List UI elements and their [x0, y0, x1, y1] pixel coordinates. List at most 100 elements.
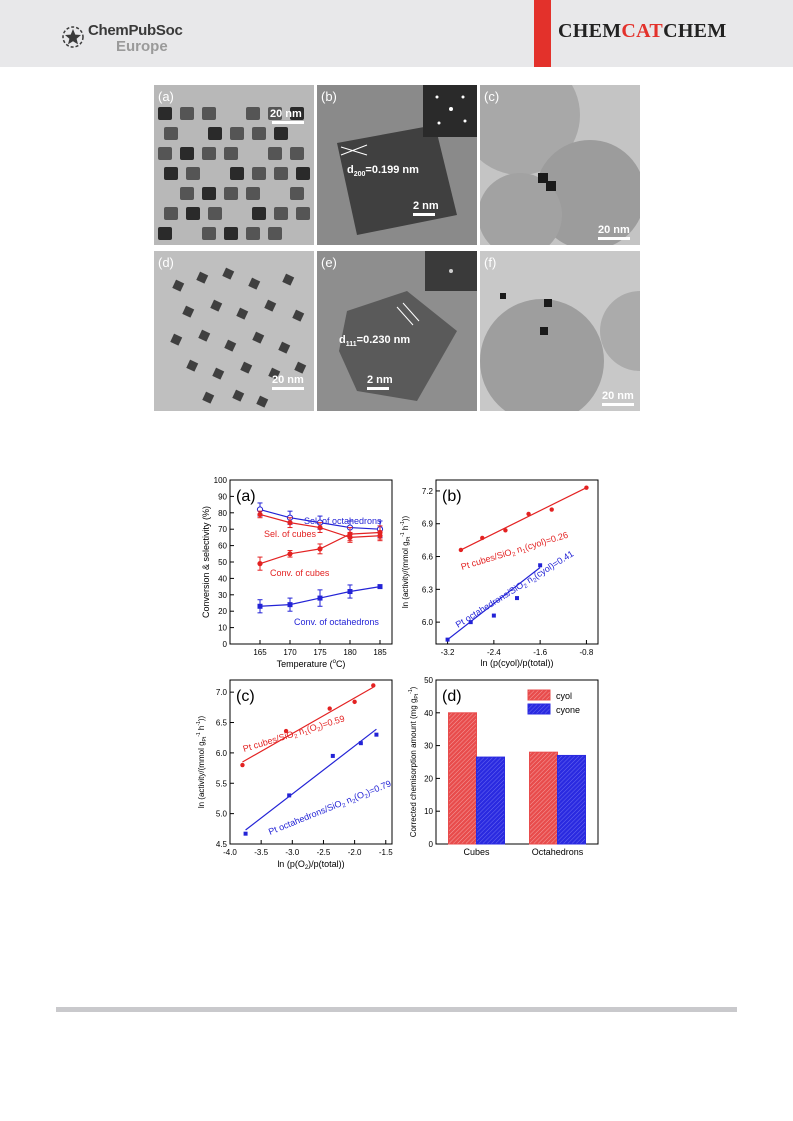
page-header: ChemPubSoc Europe CHEMCATCHEM [0, 0, 793, 67]
plot-frame [435, 479, 599, 645]
y-tick-label: 6.0 [216, 749, 228, 758]
y-tick-label: 20 [218, 607, 227, 616]
nano-octahedron [202, 391, 215, 404]
tem-figure: (a) 20 nm (b) d200=0.199 nm 2 nm ( [154, 85, 640, 411]
nanocube [164, 167, 178, 180]
nanocube [246, 107, 260, 120]
nanocube [164, 127, 178, 140]
data-point [371, 683, 376, 688]
panel-label: (b) [321, 89, 337, 104]
plot-frame [229, 679, 393, 845]
y-tick-label: 6.0 [422, 618, 434, 627]
fit-label: Pt octahedrons/SiO2 n2(O2)=0.79 [267, 778, 393, 838]
nano-octahedron [252, 331, 265, 344]
nanocube [274, 127, 288, 140]
y-tick-label: 50 [424, 676, 433, 685]
nanocube [290, 147, 304, 160]
plot-frame [435, 679, 599, 845]
x-axis-label: ln (p(O2)/p(total)) [277, 859, 344, 871]
nanocube [290, 187, 304, 200]
nano-octahedron [236, 307, 249, 320]
data-point [458, 547, 464, 553]
nanocube [208, 127, 222, 140]
scale-label: 2 nm [413, 200, 439, 212]
data-point [287, 793, 292, 798]
nanocube [202, 147, 216, 160]
data-point [445, 637, 450, 642]
tem-panel-e: (e) d111=0.230 nm 2 nm [317, 251, 477, 411]
data-point [480, 535, 485, 541]
data-point [287, 602, 293, 608]
legend-label: cyone [556, 705, 580, 715]
y-tick-label: 100 [214, 476, 228, 485]
scale-bar [602, 403, 634, 406]
nanocube [224, 187, 238, 200]
data-point [257, 603, 263, 609]
y-tick-label: 6.9 [422, 520, 434, 529]
nano-octahedron [212, 367, 225, 380]
nanocube [224, 227, 238, 240]
y-tick-label: 40 [424, 709, 433, 718]
panel-label: (c) [484, 89, 499, 104]
nanocube [296, 167, 310, 180]
chart-panel-c: (c) 4.5 5.0 5.5 6.0 6.5 7.0 -4.0 -3.5 -3.0 -2.5 -2… [196, 679, 393, 871]
legend-swatch-cyone [527, 703, 551, 715]
nanocube [208, 207, 222, 220]
y-tick-label: 60 [218, 542, 227, 551]
data-point [538, 563, 543, 568]
y-tick-label: 5.5 [216, 779, 228, 788]
y-tick-label: 50 [218, 558, 227, 567]
nano-octahedron [224, 339, 237, 352]
data-point [347, 589, 353, 595]
legend-swatch-cyol [527, 689, 551, 701]
legend-label: cyol [556, 691, 572, 701]
nano-octahedron [198, 329, 211, 342]
data-point [330, 753, 335, 758]
chart-panel-b: (b) 6.0 6.3 6.6 6.9 7.2 -3.2 -2.4 -1.6 -0.8 ln (… [400, 479, 599, 668]
nanocube [268, 227, 282, 240]
data-point [287, 551, 293, 557]
x-tick-label: 185 [373, 648, 387, 657]
scale-label: 20 nm [272, 374, 304, 386]
nanocube [268, 107, 282, 120]
journal-title-part3: CHEM [663, 20, 727, 42]
data-point [243, 831, 248, 836]
footer-divider [56, 1007, 737, 1012]
y-tick-label: 7.0 [216, 688, 228, 697]
y-axis-label: Conversion & selectivity (%) [201, 506, 211, 618]
journal-title-part1: CHEM [558, 20, 622, 42]
y-tick-label: 5.0 [216, 810, 228, 819]
nano-octahedron [248, 277, 261, 290]
data-point [377, 584, 383, 590]
data-point [283, 728, 289, 734]
data-point [317, 595, 323, 601]
nanocube [252, 207, 266, 220]
nanocube [202, 187, 216, 200]
nanocube [246, 227, 260, 240]
data-point [374, 732, 379, 737]
nanocube [274, 207, 288, 220]
nanocube [290, 107, 304, 120]
y-tick-label: 10 [424, 807, 433, 816]
x-tick-label: 175 [313, 648, 327, 657]
data-point [491, 613, 496, 618]
nanocube [296, 207, 310, 220]
data-point [347, 531, 353, 537]
nano-octahedron [278, 341, 291, 354]
panel-label: (a) [236, 488, 256, 505]
x-axis-label: Temperature (oC) [277, 659, 346, 669]
nanocube [230, 167, 244, 180]
x-tick-label: -2.0 [348, 848, 362, 857]
accent-bar [534, 0, 551, 67]
fit-line [447, 566, 541, 641]
x-axis-label: ln (p(cyol)/p(total)) [480, 658, 553, 668]
scale-label: 20 nm [602, 390, 634, 402]
y-tick-label: 80 [218, 509, 227, 518]
nano-octahedron [222, 267, 235, 280]
nanocube [186, 207, 200, 220]
y-tick-label: 6.3 [422, 585, 434, 594]
panel-label: (b) [442, 488, 462, 505]
tem-panel-a: (a) 20 nm [154, 85, 314, 245]
y-tick-label: 4.5 [216, 840, 228, 849]
